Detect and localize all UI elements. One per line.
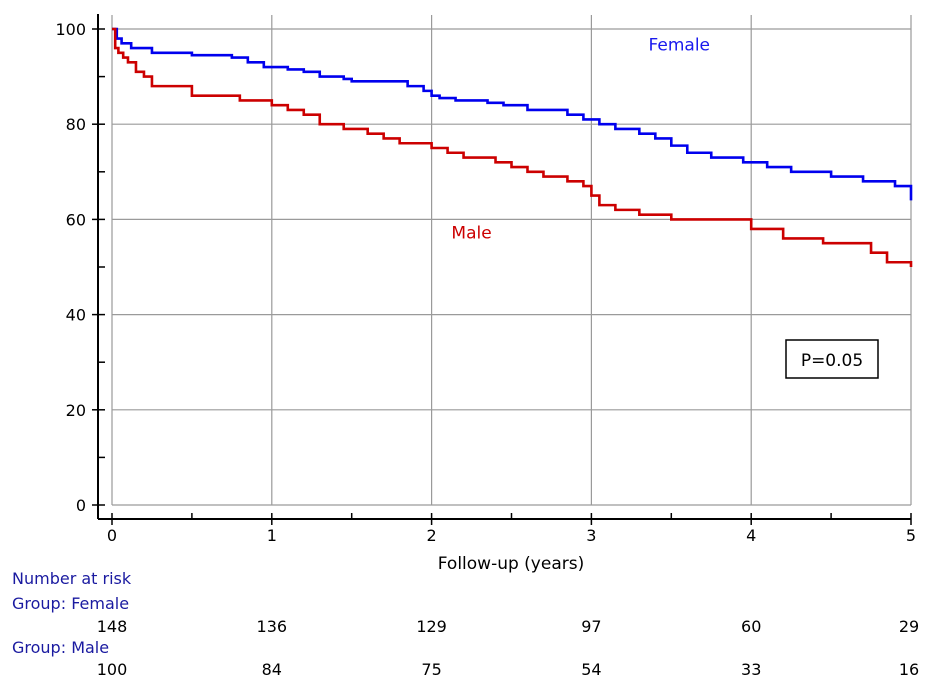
x-tick-label: 3	[586, 526, 596, 545]
x-axis-label: Follow-up (years)	[438, 554, 584, 574]
y-tick-label: 60	[66, 210, 86, 229]
x-tick-label: 0	[107, 526, 117, 545]
series-line-male	[112, 27, 913, 267]
y-tick-label: 0	[76, 496, 86, 515]
p-value-text: P=0.05	[801, 351, 863, 371]
x-tick-label: 2	[427, 526, 437, 545]
y-tick-label: 20	[66, 401, 86, 420]
tick-labels: 0 20 40 60 80 100 0 1 2 3 4 5	[55, 20, 916, 545]
grid-lines	[111, 15, 912, 506]
series-lines	[112, 27, 913, 267]
series-label-female: Female	[649, 35, 710, 55]
x-tick-label: 4	[746, 526, 756, 545]
series-label-male: Male	[451, 223, 491, 243]
y-tick-label: 40	[66, 306, 86, 325]
axes	[92, 14, 912, 525]
y-tick-label: 100	[55, 20, 86, 39]
p-value-box: P=0.05	[785, 339, 879, 379]
x-tick-label: 5	[906, 526, 916, 545]
y-tick-label: 80	[66, 115, 86, 134]
series-line-female	[112, 27, 913, 201]
annotations: Female Male	[451, 35, 710, 243]
x-tick-label: 1	[267, 526, 277, 545]
